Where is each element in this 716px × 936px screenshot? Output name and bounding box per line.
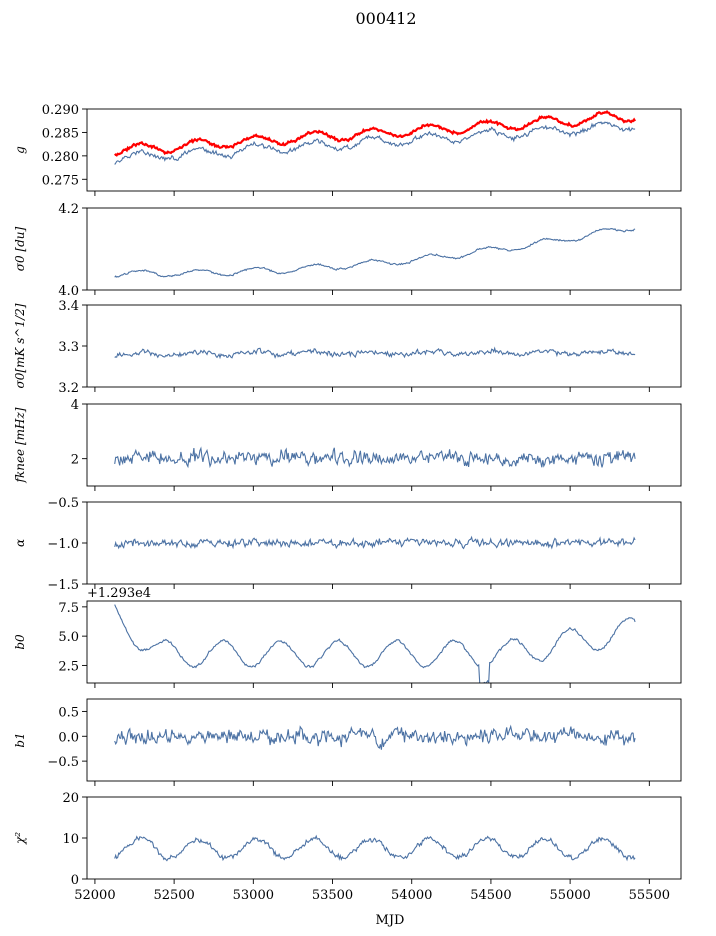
x-tick-label: 52500 bbox=[153, 888, 194, 903]
axes-frame bbox=[86, 108, 682, 192]
y-tick-label: 10 bbox=[62, 832, 79, 847]
y-tick-label: −1.5 bbox=[47, 578, 79, 593]
series-line-reference bbox=[114, 110, 637, 157]
y-axis-label: χ² bbox=[13, 832, 27, 845]
y-axis-label: b0 bbox=[13, 634, 27, 650]
y-axis-label: σ0[mK s^1/2] bbox=[13, 303, 27, 388]
series-line-sigma0 bbox=[114, 228, 636, 278]
panel-b0: 7.5 5.0 2.5 b0 +1.293e4 bbox=[13, 586, 682, 688]
axes-frame bbox=[86, 207, 682, 291]
axes-frame bbox=[86, 304, 682, 388]
x-tick-label: 52000 bbox=[74, 888, 115, 903]
panel-sigma0_mk: 3.4 3.3 3.2 σ0[mK s^1/2] bbox=[13, 299, 682, 396]
y-tick-label: 7.5 bbox=[58, 601, 79, 616]
y-tick-label: −0.5 bbox=[47, 755, 79, 770]
y-tick-label: 4 bbox=[71, 398, 79, 413]
y-axis-label: α bbox=[13, 539, 27, 547]
axes-frame bbox=[86, 796, 682, 880]
y-tick-label: 2.5 bbox=[58, 659, 79, 674]
axes-frame bbox=[86, 403, 682, 487]
y-tick-label: 2 bbox=[71, 453, 79, 468]
axes-frame bbox=[86, 600, 682, 684]
panel-fknee: 4 2 fknee [mHz] bbox=[13, 398, 682, 491]
y-axis-label: b1 bbox=[13, 732, 27, 747]
y-tick-label: 3.3 bbox=[58, 340, 79, 355]
y-axis-label: g bbox=[13, 146, 27, 154]
x-tick-label: 53000 bbox=[233, 888, 274, 903]
y-tick-label: 5.0 bbox=[58, 630, 79, 645]
y-tick-label: 4.0 bbox=[58, 284, 79, 299]
y-tick-label: 0.0 bbox=[58, 730, 79, 745]
x-tick-label: 54000 bbox=[391, 888, 432, 903]
y-tick-label: 0.280 bbox=[42, 150, 79, 165]
axis-offset-label: +1.293e4 bbox=[87, 586, 151, 601]
y-axis-label: fknee [mHz] bbox=[13, 407, 27, 483]
axes-frame bbox=[86, 698, 682, 782]
y-tick-label: 4.2 bbox=[58, 202, 79, 217]
x-tick-label: 53500 bbox=[312, 888, 353, 903]
y-tick-label: −1.0 bbox=[47, 537, 79, 552]
figure-title: 000412 bbox=[355, 9, 416, 28]
series-line-sigma0_mK bbox=[114, 346, 636, 360]
panel-g: 0.290 0.285 0.280 0.275 g bbox=[13, 103, 682, 196]
series-line-b1 bbox=[114, 724, 636, 750]
y-tick-label: 0.285 bbox=[42, 126, 79, 141]
y-tick-label: 3.2 bbox=[58, 381, 79, 396]
x-tick-label: 55000 bbox=[549, 888, 590, 903]
series-line-fknee bbox=[114, 446, 636, 469]
x-tick-label: 54500 bbox=[470, 888, 511, 903]
series-line-chi2 bbox=[114, 834, 636, 862]
y-tick-label: 3.4 bbox=[58, 299, 79, 314]
y-tick-label: 0.290 bbox=[42, 103, 79, 118]
series-line-alpha bbox=[114, 535, 636, 550]
panel-sigma0_du: 4.2 4.0 σ0 [du] bbox=[13, 202, 682, 299]
x-tick-label: 55500 bbox=[629, 888, 670, 903]
y-tick-label: 20 bbox=[62, 791, 79, 806]
x-axis-label: MJD bbox=[376, 913, 405, 928]
y-tick-label: −0.5 bbox=[47, 496, 79, 511]
y-tick-label: 0.5 bbox=[58, 705, 79, 720]
panel-alpha: −0.5 −1.0 −1.5 α bbox=[13, 496, 682, 593]
panel-b1: 0.5 0.0 −0.5 b1 bbox=[13, 698, 682, 786]
panels: 0.290 0.285 0.280 0.275 g 4.2 4.0 σ0 [du] 3.4 3.3… bbox=[13, 103, 682, 903]
series-line-b0 bbox=[114, 604, 636, 683]
y-axis-label: σ0 [du] bbox=[13, 226, 27, 271]
y-tick-label: 0 bbox=[71, 873, 79, 888]
series-line-g bbox=[114, 121, 636, 165]
y-tick-label: 0.275 bbox=[42, 173, 79, 188]
